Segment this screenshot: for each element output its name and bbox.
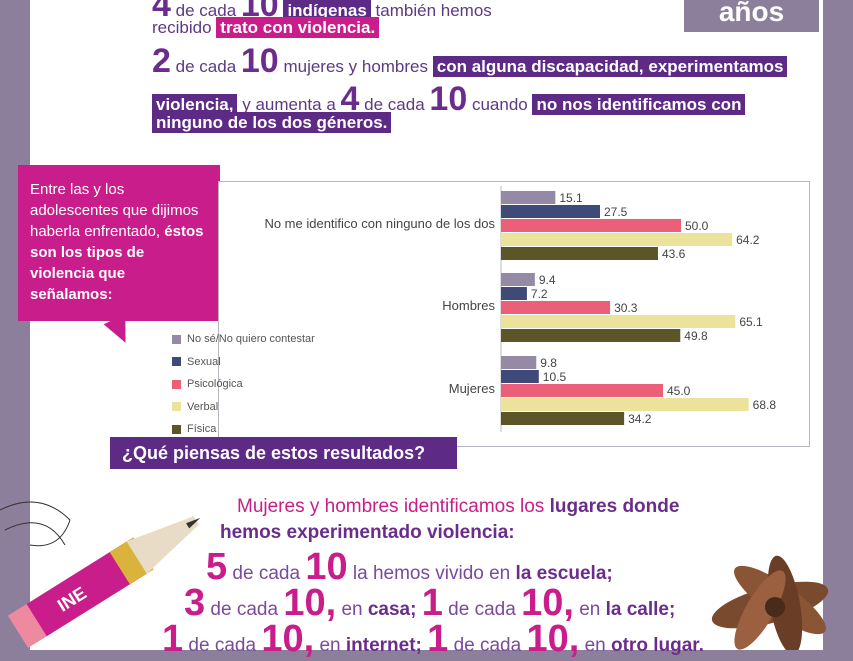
question-banner: ¿Qué piensas de estos resultados? <box>110 437 457 469</box>
places-text: de cada <box>453 635 522 656</box>
places-number: 3 <box>184 582 206 624</box>
places-ten: 10 <box>305 546 348 588</box>
callout-text: Entre las y los adolescentes que dijimos… <box>30 181 199 240</box>
places-number: 1 <box>421 582 443 624</box>
places-text: en <box>341 599 363 620</box>
legend-item: Verbal <box>172 396 315 419</box>
legend-swatch <box>172 424 181 434</box>
highlight-no-identificamos: no nos identificamos con <box>532 94 746 115</box>
legend-label: Verbal <box>187 400 219 413</box>
places-row-1: 5 de cada 10 la hemos vivido en la escue… <box>206 546 613 589</box>
legend-item: Física <box>172 418 315 441</box>
highlight-trato: trato con violencia. <box>216 17 380 38</box>
legend-label: Sexual <box>187 355 221 368</box>
legend-item: No sé/No quiero contestar <box>172 328 315 351</box>
highlight-discapacidad: con alguna discapacidad, experimentamos <box>432 56 788 77</box>
stat-line-4: violencia, y aumenta a 4 de cada 10 cuan… <box>152 80 746 119</box>
places-row-3: 1 de cada 10, en internet; 1 de cada 10,… <box>162 618 704 661</box>
places-ten: 10, <box>521 582 574 624</box>
stat-text: recibido <box>152 18 212 37</box>
stat-line-2: recibido trato con violencia. <box>152 17 380 38</box>
places-text: de cada <box>448 599 516 620</box>
legend-item: Sexual <box>172 351 315 374</box>
legend-label: Psicológica <box>187 378 243 391</box>
pencil-ferrule <box>109 537 154 585</box>
legend-swatch <box>172 402 181 412</box>
stat-number: 2 <box>152 42 171 80</box>
flower-center <box>765 597 785 617</box>
places-intro: Mujeres y hombres identificamos los luga… <box>237 496 679 518</box>
legend-swatch <box>172 334 181 344</box>
stat-number: 4 <box>340 80 360 118</box>
places-number: 1 <box>427 618 449 660</box>
flower-illustration <box>711 555 829 650</box>
legend-label: No sé/No quiero contestar <box>187 333 315 346</box>
stat-text: de cada <box>175 1 237 20</box>
highlight-indigenas: indígenas <box>283 0 371 21</box>
stat-text: y aumenta a <box>242 95 336 114</box>
places-row-2: 3 de cada 10, en casa; 1 de cada 10, en … <box>184 582 675 625</box>
stat-line-3: 2 de cada 10 mujeres y hombres con algun… <box>152 42 788 81</box>
callout-box: Entre las y los adolescentes que dijimos… <box>18 165 220 321</box>
pencil-illustration: INE <box>0 501 201 648</box>
places-text: de cada <box>210 599 279 620</box>
stat-ten: 10 <box>240 42 279 80</box>
places-place: la calle; <box>605 599 676 620</box>
places-text: la hemos vivido en <box>352 563 511 584</box>
petal-4 <box>734 570 786 650</box>
places-ten: 10, <box>283 582 337 624</box>
age-badge: años <box>684 0 819 32</box>
places-number: 5 <box>206 546 228 588</box>
whisk-wire-2 <box>4 522 66 546</box>
callout-bold-text: éstos son los tipos de violencia que señ… <box>30 223 204 303</box>
highlight-violencia: violencia, <box>152 94 238 115</box>
places-place: internet; <box>345 635 422 656</box>
places-intro-highlight: lugares donde <box>549 496 680 517</box>
pencil-body <box>24 541 147 638</box>
places-ten: 10, <box>526 618 580 660</box>
legend-swatch <box>172 379 181 389</box>
pencil-eraser <box>7 604 47 648</box>
legend-swatch <box>172 357 181 367</box>
whisk-wire-1 <box>0 501 71 547</box>
stat-number: 4 <box>152 0 171 24</box>
pencil-tip <box>186 517 201 529</box>
places-place: la escuela; <box>515 563 613 584</box>
places-text: en <box>579 599 601 620</box>
pencil-wood <box>126 516 199 574</box>
stat-line-1: 4 de cada 10 indígenas también hemos <box>152 0 492 25</box>
stat-text: mujeres y hombres <box>283 57 429 76</box>
places-intro-2: hemos experimentado violencia: <box>220 522 515 543</box>
highlight-generos: ninguno de los dos géneros. <box>152 112 392 133</box>
stat-text: cuando <box>471 95 528 114</box>
stat-ten: 10 <box>429 80 468 118</box>
legend-label: Física <box>187 423 217 436</box>
chart-legend: No sé/No quiero contestar Sexual Psicológi… <box>172 328 315 441</box>
places-place: casa; <box>367 599 417 620</box>
stat-line-5: ninguno de los dos géneros. <box>152 112 392 133</box>
places-text: en <box>319 635 341 656</box>
places-text: de cada <box>232 563 301 584</box>
legend-item: Psicológica <box>172 373 315 396</box>
places-intro-text: Mujeres y hombres identificamos los <box>237 496 545 517</box>
places-ten: 10, <box>261 618 315 660</box>
stat-text: también hemos <box>375 1 492 20</box>
stat-text: de cada <box>175 57 237 76</box>
places-text: en <box>584 635 606 656</box>
stat-text: de cada <box>364 95 425 114</box>
